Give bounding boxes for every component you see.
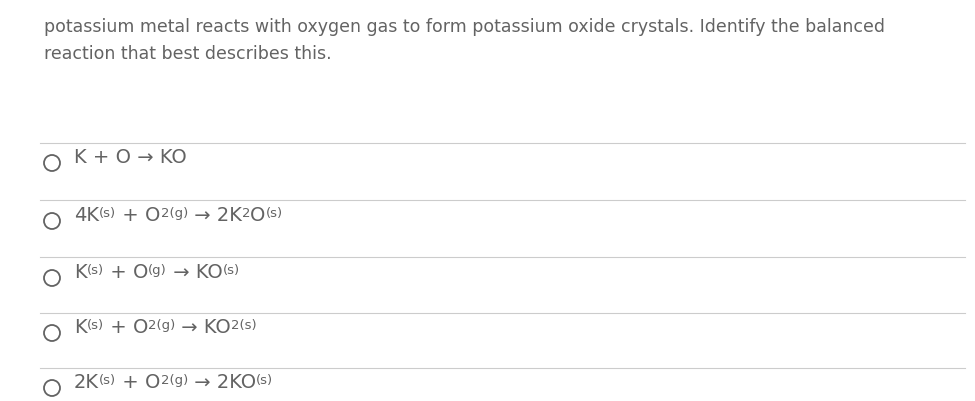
Text: potassium metal reacts with oxygen gas to form potassium oxide crystals. Identif: potassium metal reacts with oxygen gas t… xyxy=(44,18,885,63)
Text: 2K: 2K xyxy=(74,373,99,392)
Text: 4K: 4K xyxy=(74,206,99,225)
Text: (s): (s) xyxy=(99,374,116,387)
Text: + O: + O xyxy=(103,263,148,282)
Text: → KO: → KO xyxy=(176,318,231,337)
Text: K + O → KO: K + O → KO xyxy=(74,148,187,167)
Text: → 2K: → 2K xyxy=(188,206,242,225)
Text: + O: + O xyxy=(116,373,161,392)
Text: K: K xyxy=(74,318,87,337)
Text: 2(g): 2(g) xyxy=(148,319,176,332)
Text: O: O xyxy=(251,206,265,225)
Text: + O: + O xyxy=(103,318,148,337)
Text: (s): (s) xyxy=(99,207,116,220)
Text: 2(g): 2(g) xyxy=(161,374,188,387)
Text: 2(g): 2(g) xyxy=(161,207,188,220)
Text: (g): (g) xyxy=(148,264,167,277)
Text: (s): (s) xyxy=(265,207,283,220)
Text: K: K xyxy=(74,263,87,282)
Text: (s): (s) xyxy=(222,264,240,277)
Text: → KO: → KO xyxy=(167,263,222,282)
Text: 2(s): 2(s) xyxy=(231,319,256,332)
Text: 2: 2 xyxy=(242,207,251,220)
Text: (s): (s) xyxy=(255,374,273,387)
Text: (s): (s) xyxy=(87,264,103,277)
Text: + O: + O xyxy=(116,206,161,225)
Text: (s): (s) xyxy=(87,319,103,332)
Text: → 2KO: → 2KO xyxy=(188,373,255,392)
